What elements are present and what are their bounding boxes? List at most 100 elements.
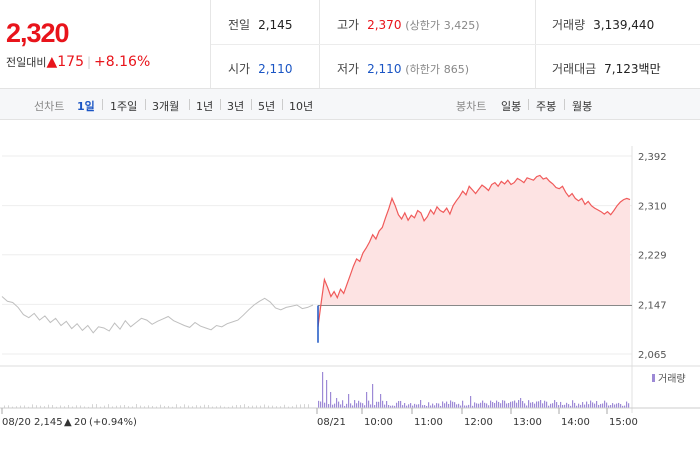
stat-label: 저가: [337, 62, 360, 76]
volume-bar: [152, 406, 153, 408]
tab-1day[interactable]: 1일: [77, 100, 95, 113]
volume-bar: [248, 406, 249, 408]
x-tick-label: 15:00: [609, 417, 638, 428]
volume-bar: [376, 401, 378, 408]
volume-bar: [524, 403, 526, 408]
volume-bar: [498, 401, 500, 408]
volume-bar: [608, 405, 610, 408]
volume-bar: [470, 396, 472, 408]
volume-bar: [574, 402, 576, 408]
volume-bar: [422, 405, 424, 408]
volume-bar: [438, 403, 440, 408]
volume-bar: [598, 404, 600, 408]
volume-bar: [368, 400, 370, 408]
stat-label: 거래대금: [552, 62, 597, 76]
volume-bar: [426, 405, 428, 408]
volume-bar: [336, 398, 338, 408]
tab-1week[interactable]: 1주일: [110, 100, 138, 113]
volume-bar: [240, 405, 241, 408]
volume-bar: [458, 403, 460, 408]
volume-bar: [342, 400, 344, 408]
volume-bar: [216, 406, 217, 408]
volume-bar: [522, 401, 524, 408]
volume-bar: [350, 403, 352, 408]
volume-bar: [520, 398, 522, 408]
volume-bar: [128, 406, 129, 408]
volume-bar: [532, 402, 534, 408]
change-value: 175: [57, 54, 84, 70]
stat-unit: 백만: [638, 62, 661, 76]
volume-bar: [542, 403, 544, 408]
x-tick-label: 08/20: [2, 417, 31, 428]
volume-bar: [328, 404, 330, 408]
volume-bar: [388, 404, 390, 408]
change-label: 전일대비: [6, 56, 47, 69]
volume-bar: [148, 405, 149, 408]
volume-bar: [546, 401, 548, 408]
x-tick-label: 13:00: [513, 417, 542, 428]
volume-bar: [582, 402, 584, 408]
volume-bar: [530, 402, 532, 408]
x-tick-label: 12:00: [464, 417, 493, 428]
volume-bar: [264, 404, 265, 408]
volume-bar: [228, 406, 229, 408]
volume-bar: [358, 400, 360, 408]
volume-bar: [296, 404, 297, 408]
tab-daily-candle[interactable]: 일봉: [501, 100, 522, 113]
volume-bar: [76, 405, 77, 408]
volume-bar: [84, 406, 85, 408]
volume-bar: [628, 403, 630, 408]
tab-5years[interactable]: 5년: [258, 100, 276, 113]
tab-monthly-candle[interactable]: 월봉: [572, 100, 593, 113]
tab-3months[interactable]: 3개월: [152, 100, 180, 113]
volume-bar: [538, 401, 540, 408]
y-tick-label: 2,310: [638, 202, 667, 213]
volume-bar: [484, 402, 486, 408]
tab-divider: [282, 99, 283, 110]
volume-bar: [252, 405, 253, 408]
y-tick-label: 2,065: [638, 350, 667, 361]
volume-bar: [8, 405, 9, 408]
tab-10years[interactable]: 10년: [289, 100, 314, 113]
volume-bar: [60, 405, 61, 408]
volume-bar: [568, 404, 570, 408]
tab-divider: [145, 99, 146, 110]
volume-bar: [584, 404, 586, 408]
volume-bar: [402, 405, 404, 408]
volume-bar: [164, 405, 165, 408]
volume-bar: [224, 406, 225, 408]
volume-bar: [192, 406, 193, 408]
volume-bar: [386, 401, 388, 408]
volume-bar: [544, 400, 546, 408]
volume-bar: [284, 404, 285, 408]
volume-bar: [132, 406, 133, 408]
volume-bar: [514, 400, 516, 408]
volume-bar: [36, 405, 37, 408]
header-divider: [210, 0, 211, 88]
candle-chart-label: 봉차트: [456, 100, 487, 113]
header-row-divider: [211, 44, 700, 45]
volume-bar: [578, 403, 580, 408]
volume-bar: [96, 404, 97, 408]
change-percent: +8.16%: [94, 54, 151, 70]
tab-3years[interactable]: 3년: [227, 100, 245, 113]
volume-bar: [558, 405, 560, 408]
tab-weekly-candle[interactable]: 주봉: [536, 100, 557, 113]
tab-1year[interactable]: 1년: [196, 100, 214, 113]
volume-bar: [506, 403, 508, 408]
volume-bar: [442, 401, 444, 408]
volume-bar: [474, 402, 476, 408]
volume-bar: [390, 405, 392, 408]
volume-bars: [4, 372, 630, 408]
volume-bar: [332, 404, 334, 408]
volume-bar: [272, 405, 273, 408]
volume-bar: [256, 405, 257, 408]
volume-bar: [560, 401, 562, 408]
stat-prev-close: 전일 2,145: [228, 16, 292, 33]
volume-bar: [446, 401, 448, 408]
volume-bar: [556, 402, 558, 408]
volume-bar: [44, 406, 45, 408]
volume-bar: [172, 406, 173, 408]
volume-bar: [382, 400, 384, 408]
